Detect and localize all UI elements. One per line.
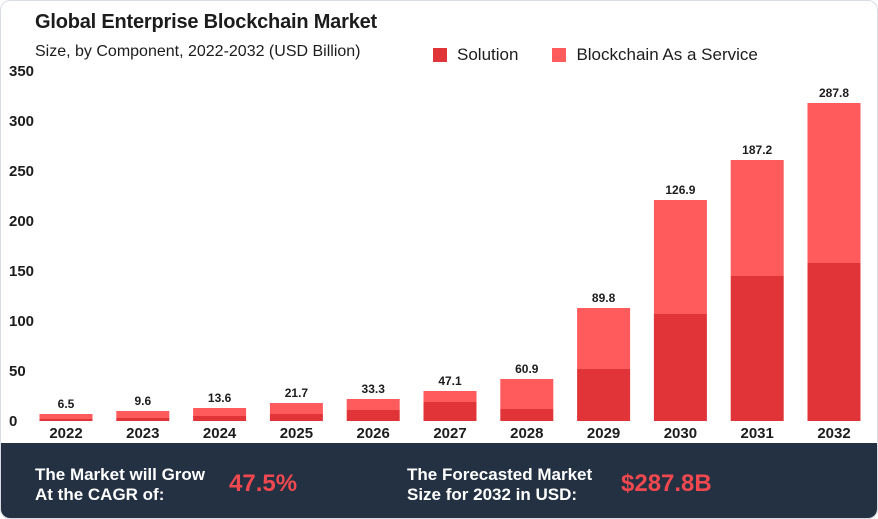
legend-swatch-baas [552,48,567,62]
x-tick-label: 2032 [817,425,850,442]
bar-solution [346,410,400,421]
data-label: 13.6 [208,391,232,405]
y-tick-label: 50 [9,363,26,380]
x-tick-label: 2026 [357,425,390,442]
x-tick-label: 2029 [587,425,620,442]
data-label: 126.9 [665,183,695,197]
bar-baas [193,408,247,416]
data-label: 6.5 [58,397,75,411]
y-tick-label: 100 [9,313,34,330]
x-tick-label: 2030 [664,425,697,442]
x-tick-label: 2025 [280,425,313,442]
y-tick-label: 350 [9,63,34,80]
y-tick-label: 150 [9,263,34,280]
bar-solution [807,263,861,421]
data-label: 47.1 [438,374,462,388]
legend-label-solution: Solution [457,45,519,64]
legend-swatch-solution [433,48,447,62]
x-tick-label: 2028 [510,425,543,442]
bar-baas [653,200,707,314]
data-label: 60.9 [515,362,539,376]
legend-item-solution: Solution [433,45,518,65]
cagr-label: The Market will Grow At the CAGR of: [35,465,206,504]
y-tick-label: 250 [9,163,34,180]
bar-chart: 0 50 100 150 200 250 300 350 6.5 2022 9.6 2023 13.6 2… [9,63,861,442]
chart-legend: Solution Blockchain As a Service [433,45,758,65]
bar-solution [730,276,784,421]
bar-solution [423,402,477,421]
x-tick-label: 2022 [49,425,82,442]
bar-baas [269,403,323,414]
legend-label-baas: Blockchain As a Service [576,45,758,64]
bar-solution [39,419,93,421]
bar-solution [577,369,631,421]
bar-solution [500,409,554,421]
data-label: 89.8 [592,291,616,305]
legend-item-baas: Blockchain As a Service [552,45,758,65]
data-label: 9.6 [134,394,151,408]
data-label: 187.2 [742,143,772,157]
bar-solution [193,416,247,421]
bar-solution [269,414,323,421]
chart-title: Global Enterprise Blockchain Market [35,11,377,33]
bar-baas [577,308,631,369]
bar-baas [346,399,400,410]
bar-baas [807,103,861,263]
y-tick-label: 200 [9,213,34,230]
bar-solution [116,418,170,421]
x-tick-label: 2023 [126,425,159,442]
y-tick-label: 0 [9,413,17,430]
x-tick-label: 2031 [741,425,774,442]
y-tick-label: 300 [9,113,34,130]
bar-solution [653,314,707,421]
x-tick-label: 2024 [203,425,237,442]
forecast-label: The Forecasted Market Size for 2032 in U… [407,465,593,504]
forecast-value: $287.8B [621,470,712,497]
bar-baas [39,414,93,419]
footer-banner: The Market will Grow At the CAGR of: 47.… [1,443,877,518]
cagr-value: 47.5% [229,470,298,497]
data-label: 21.7 [285,386,309,400]
chart-subtitle: Size, by Component, 2022-2032 (USD Billi… [35,43,361,60]
bar-baas [116,411,170,418]
data-label: 287.8 [819,86,849,100]
bar-baas [730,160,784,276]
data-label: 33.3 [362,382,386,396]
bar-baas [423,391,477,402]
bar-baas [500,379,554,409]
x-tick-label: 2027 [433,425,466,442]
